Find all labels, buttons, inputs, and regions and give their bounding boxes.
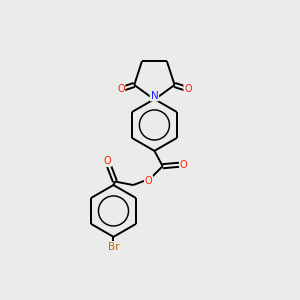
Text: O: O <box>180 160 188 170</box>
Text: O: O <box>184 84 192 94</box>
Text: N: N <box>151 91 158 100</box>
Text: O: O <box>145 176 152 186</box>
Text: O: O <box>104 156 111 166</box>
Text: O: O <box>117 84 124 94</box>
Text: Br: Br <box>108 242 119 252</box>
